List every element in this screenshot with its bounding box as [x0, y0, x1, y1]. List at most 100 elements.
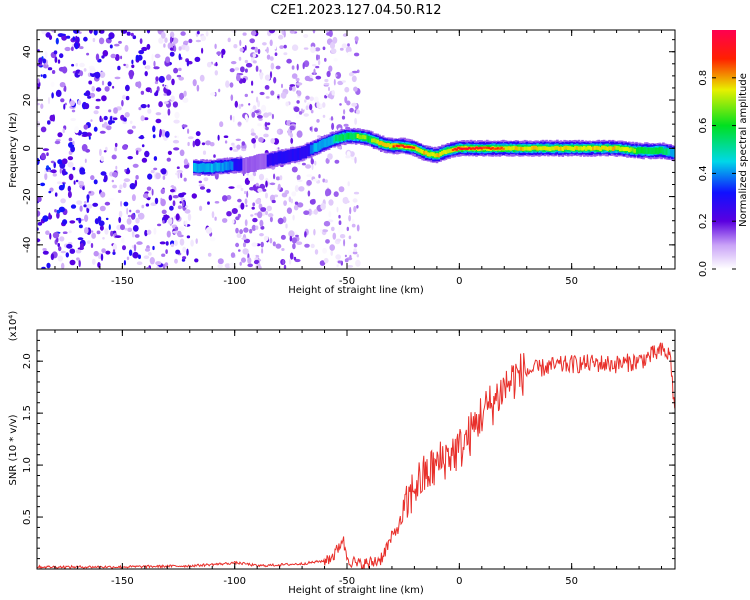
noise-speckle	[322, 102, 326, 108]
ridge-cell	[647, 147, 651, 154]
noise-speckle	[78, 31, 82, 34]
noise-speckle	[178, 226, 185, 232]
noise-speckle	[207, 201, 210, 205]
noise-speckle	[309, 199, 316, 205]
ridge-cell	[523, 146, 527, 151]
noise-speckle	[128, 69, 135, 78]
noise-speckle	[60, 198, 66, 204]
ridge-cell	[335, 134, 338, 142]
ridge-cell	[611, 147, 615, 151]
noise-speckle	[347, 181, 350, 187]
noise-speckle	[64, 46, 71, 52]
noise-speckle	[171, 37, 179, 44]
noise-speckle	[311, 64, 317, 67]
ridge-cell	[640, 147, 644, 154]
noise-speckle	[265, 126, 269, 131]
noise-speckle	[222, 218, 228, 223]
noise-speckle	[83, 204, 87, 208]
ridge-cell	[374, 139, 378, 144]
noise-speckle	[68, 137, 73, 142]
noise-speckle	[235, 138, 241, 141]
noise-speckle	[339, 103, 342, 106]
noise-speckle	[222, 195, 228, 202]
noise-speckle	[214, 216, 217, 221]
noise-speckle	[200, 35, 206, 42]
noise-speckle	[70, 204, 77, 209]
ridge-cell	[653, 147, 656, 155]
noise-speckle	[264, 74, 271, 81]
noise-speckle	[230, 94, 234, 101]
ridge-cell	[491, 147, 494, 150]
noise-speckle	[291, 166, 298, 173]
noise-speckle	[60, 250, 66, 254]
noise-speckle	[236, 184, 242, 189]
ridge-cell	[486, 146, 489, 149]
noise-speckle	[263, 133, 269, 138]
noise-speckle	[289, 30, 295, 34]
ridge-cell	[250, 156, 254, 172]
noise-speckle	[266, 54, 271, 60]
noise-speckle	[95, 105, 100, 110]
noise-speckle	[47, 97, 51, 105]
ridge-cell	[473, 147, 476, 150]
noise-speckle	[54, 140, 61, 145]
noise-speckle	[335, 71, 342, 79]
ridge-cell	[450, 148, 453, 153]
noise-speckle	[164, 37, 168, 43]
noise-speckle	[37, 78, 40, 84]
noise-speckle	[341, 115, 346, 120]
noise-speckle	[206, 61, 212, 68]
noise-speckle	[260, 225, 265, 230]
spectrogram-x-ticks: -150 -100 -50 0 50	[54, 30, 663, 287]
ridge-cell	[367, 136, 370, 143]
noise-speckle	[257, 188, 263, 193]
noise-speckle	[263, 235, 269, 242]
noise-speckle	[186, 60, 190, 67]
noise-speckle	[42, 250, 49, 255]
noise-speckle	[295, 113, 300, 119]
colorbar-gradient	[712, 30, 736, 269]
noise-speckle	[252, 171, 257, 177]
noise-speckle	[304, 99, 307, 103]
snr-panel: -150 -100 -50 0 50 0.5 1.0 1.5 2.0 Height of st…	[8, 311, 676, 596]
noise-speckle	[259, 219, 264, 227]
spectrogram-panel: -150 -100 -50 0 50 -40 -20 0 20 40 Height of str…	[8, 29, 676, 296]
noise-speckle	[275, 243, 282, 249]
noise-speckle	[265, 96, 270, 99]
noise-speckle	[135, 54, 139, 61]
noise-speckle	[289, 86, 293, 91]
ridge-cell	[397, 145, 401, 148]
noise-speckle	[99, 130, 106, 134]
ridge-cell	[579, 146, 582, 151]
y-tick-label: 40	[22, 45, 33, 58]
noise-speckle	[255, 198, 262, 205]
ridge-cell	[671, 148, 674, 157]
noise-speckle	[46, 262, 51, 269]
noise-speckle	[89, 92, 96, 98]
noise-speckle	[236, 233, 242, 238]
ridge-cell	[349, 132, 352, 139]
ridge-cell	[561, 147, 565, 151]
noise-speckle	[62, 182, 65, 189]
noise-speckle	[113, 107, 118, 114]
noise-speckle	[153, 66, 160, 70]
ridge-cell	[266, 154, 270, 167]
noise-speckle	[117, 189, 122, 193]
noise-speckle	[354, 117, 357, 125]
noise-speckle	[158, 75, 165, 83]
noise-speckle	[166, 74, 172, 81]
noise-speckle	[335, 74, 338, 77]
noise-speckle	[42, 58, 47, 64]
noise-speckle	[144, 248, 151, 252]
noise-speckle	[77, 99, 82, 106]
noise-speckle	[108, 224, 111, 231]
noise-speckle	[281, 248, 285, 251]
ridge-cell	[557, 147, 561, 151]
noise-speckle	[315, 75, 322, 80]
noise-speckle	[182, 246, 187, 253]
noise-speckle	[304, 231, 307, 238]
noise-speckle	[216, 51, 222, 56]
noise-speckle	[235, 216, 240, 221]
noise-speckle	[241, 237, 247, 240]
ridge-cell	[315, 143, 318, 152]
